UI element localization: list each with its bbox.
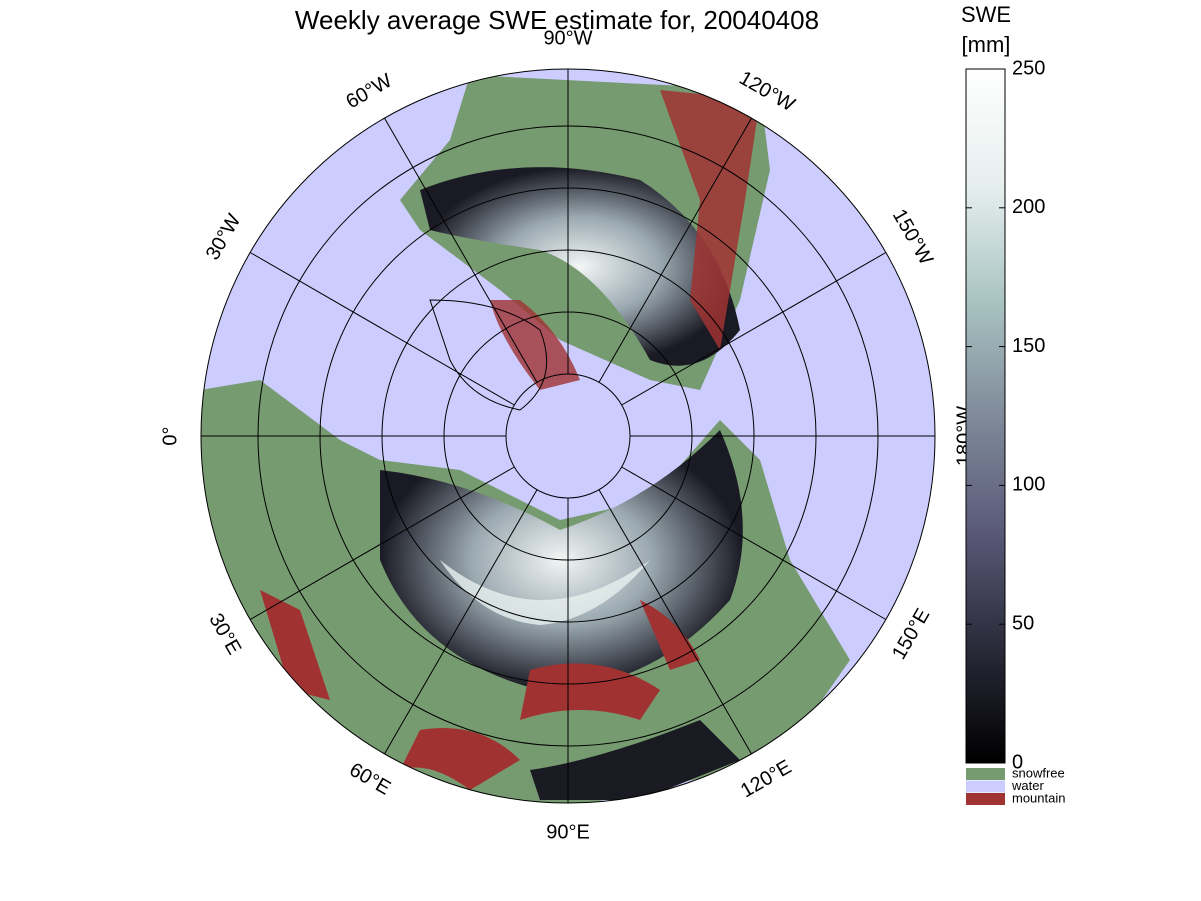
colorbar-tick-label: 100 <box>1012 474 1045 496</box>
longitude-label: 120°W <box>735 67 798 116</box>
longitude-label: 30°W <box>202 210 246 264</box>
colorbar-tick-label: 0 <box>1012 751 1023 773</box>
longitude-label: 60°W <box>342 70 396 114</box>
longitude-label: 150°E <box>888 605 934 663</box>
colorbar-label: SWE <box>961 2 1011 27</box>
longitude-label: 90°E <box>546 821 590 843</box>
legend-label: mountain <box>1012 790 1065 805</box>
longitude-label: 150°W <box>888 206 937 269</box>
colorbar-ticks: 0 50 100 150 200 250 <box>966 57 1045 773</box>
colorbar-tick-label: 200 <box>1012 196 1045 218</box>
meridians <box>201 69 935 803</box>
colorbar-tick-label: 150 <box>1012 335 1045 357</box>
legend-swatch <box>966 793 1005 805</box>
longitude-label: 120°E <box>737 756 795 802</box>
longitude-label: 60°E <box>345 759 394 800</box>
legend-swatch <box>966 768 1005 780</box>
colorbar-tick-label: 250 <box>1012 57 1045 79</box>
mountain-rockies <box>660 90 760 350</box>
longitude-label: 30°E <box>204 610 245 659</box>
mountain-asia <box>260 590 700 790</box>
snow-north-america <box>420 167 740 366</box>
map-frame <box>200 68 936 804</box>
map-title: Weekly average SWE estimate for, 2004040… <box>295 5 819 35</box>
map <box>201 69 935 803</box>
colorbar <box>965 68 1006 764</box>
mountain-greenland <box>490 300 580 390</box>
snow-siberia-south <box>530 720 740 800</box>
legend-label: water <box>1011 778 1044 793</box>
legend-label: snowfree <box>1012 765 1065 780</box>
longitude-label: 0° <box>159 426 181 445</box>
greenland-outline <box>429 299 548 411</box>
colorbar-label: [mm] <box>962 32 1011 57</box>
snow-peak <box>440 560 650 625</box>
legend-swatch <box>966 780 1005 793</box>
colorbar-tick-label: 50 <box>1012 612 1034 634</box>
longitude-label: 90°W <box>543 27 592 49</box>
